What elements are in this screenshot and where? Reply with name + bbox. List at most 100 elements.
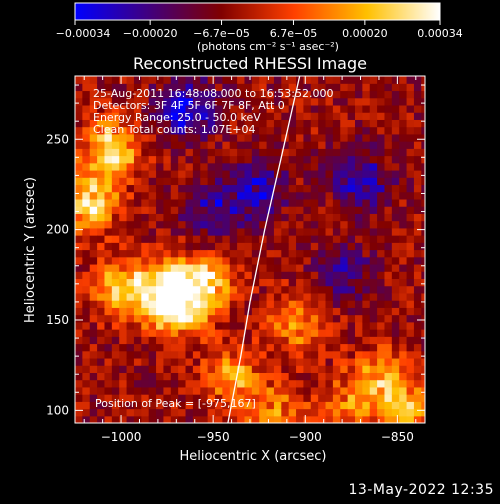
heatmap-cell [355,329,363,337]
heatmap-cell [222,263,231,272]
heatmap-cell [406,285,415,294]
heatmap-cell [377,278,386,287]
heatmap-cell [222,97,231,106]
heatmap-cell [185,372,194,381]
heatmap-cell [237,198,246,207]
heatmap-cell [192,307,201,316]
heatmap-cell [82,133,91,142]
heatmap-cell [200,141,209,149]
heatmap-cell [192,220,201,229]
heatmap-cell [97,256,106,265]
heatmap-cell [266,141,275,149]
heatmap-cell [377,76,386,84]
heatmap-cell [237,386,246,395]
heatmap-cell [384,141,393,149]
heatmap-cell [222,119,231,128]
heatmap-cell [384,321,393,330]
heatmap-cell [244,119,253,128]
colorbar-tick-label: 6.7e−05 [270,27,317,40]
heatmap-cell [133,256,142,265]
heatmap-cell [362,336,371,345]
heatmap-cell [406,206,415,214]
heatmap-cell [207,300,216,308]
heatmap-cell [119,307,128,316]
heatmap-cell [215,256,223,265]
heatmap-cell [215,184,223,193]
heatmap-cell [369,198,378,207]
heatmap-cell [347,97,356,106]
heatmap-cell [244,365,253,373]
heatmap-cell [296,83,305,92]
heatmap-cell [119,119,128,128]
heatmap-cell [133,162,142,171]
heatmap-cell [310,415,319,423]
heatmap-cell [156,177,165,186]
heatmap-cell [288,307,297,316]
heatmap-cell [237,271,246,280]
heatmap-cell [266,112,275,120]
heatmap-cell [156,408,165,417]
heatmap-cell [303,292,312,301]
heatmap-cell [332,90,341,99]
heatmap-cell [399,321,408,330]
heatmap-cell [303,343,312,352]
heatmap-cell [192,336,201,345]
heatmap-cell [391,83,400,92]
heatmap-cell [215,104,223,113]
heatmap-cell [325,321,334,330]
heatmap-cell [310,126,319,135]
heatmap-cell [244,206,253,214]
heatmap-cell [369,271,378,280]
heatmap-cell [215,321,223,330]
heatmap-cell [355,394,363,402]
heatmap-cell [399,408,408,417]
heatmap-cell [185,198,194,207]
heatmap-cell [310,329,319,337]
heatmap-cell [288,126,297,135]
heatmap-cell [104,162,113,171]
heatmap-cell [89,162,98,171]
heatmap-cell [119,408,128,417]
heatmap-cell [413,401,422,410]
heatmap-cell [119,184,128,193]
heatmap-cell [421,350,425,359]
heatmap-cell [340,365,349,373]
heatmap-cell [273,83,282,92]
heatmap-cell [222,386,231,395]
heatmap-cell [251,350,260,359]
heatmap-cell [170,365,179,373]
heatmap-cell [192,148,201,157]
heatmap-cell [185,235,194,243]
heatmap-cell [332,401,341,410]
heatmap-cell [222,213,231,222]
heatmap-cell [229,343,238,352]
heatmap-cell [75,365,83,373]
heatmap-cell [406,177,415,186]
heatmap-cell [207,372,216,381]
heatmap-cell [332,271,341,280]
heatmap-cell [296,97,305,106]
heatmap-cell [111,206,120,214]
heatmap-cell [237,343,246,352]
heatmap-cell [406,133,415,142]
heatmap-cell [207,133,216,142]
heatmap-cell [288,76,297,84]
heatmap-cell [406,235,415,243]
heatmap-cell [259,271,268,280]
heatmap-cell [288,365,297,373]
heatmap-cell [185,213,194,222]
heatmap-cell [104,329,113,337]
heatmap-cell [97,242,106,251]
heatmap-cell [362,271,371,280]
heatmap-cell [384,235,393,243]
heatmap-cell [251,263,260,272]
heatmap-cell [273,263,282,272]
heatmap-cell [310,227,319,236]
heatmap-cell [75,76,83,84]
heatmap-cell [325,112,334,120]
heatmap-cell [163,336,172,345]
heatmap-cell [192,271,201,280]
heatmap-cell [266,76,275,84]
heatmap-cell [399,394,408,402]
heatmap-cell [244,155,253,164]
